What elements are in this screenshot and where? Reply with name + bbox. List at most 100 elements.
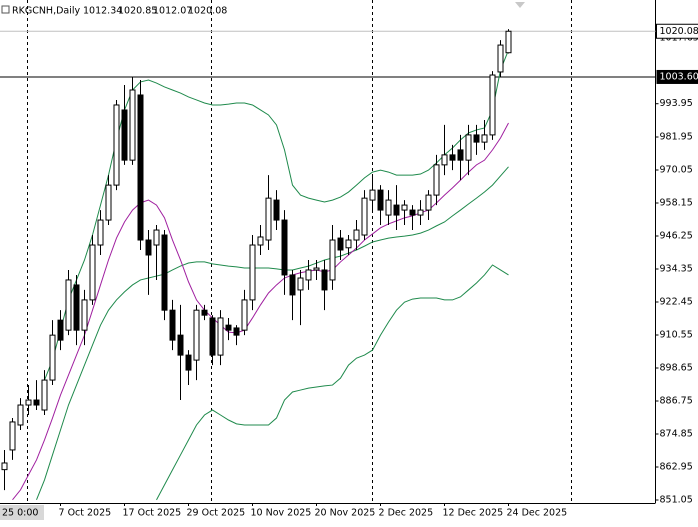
x-tick-label: 20 Nov 2025 [315,508,376,519]
candle-body [233,327,240,336]
candle-body [185,354,192,371]
candle-body [481,134,488,143]
candle-body [361,197,368,236]
candle-body [193,309,200,361]
candle-body [505,30,512,54]
candle-body [433,164,440,196]
level-label: 1003.60 [660,71,698,82]
y-tick-label: 970.05 [660,164,693,175]
candle-body [489,74,496,136]
candle-body [313,267,320,271]
y-tick-label: 851.05 [660,495,693,506]
candle-body [265,197,272,241]
indicator-line [156,264,509,501]
candle-body [473,134,480,143]
title-icon [1,5,10,14]
candle-body [145,239,152,256]
candle-body [209,317,216,356]
candle-body [33,399,40,406]
candle-body [129,89,136,161]
candle-body [81,299,88,331]
candle-body [105,184,112,221]
candle-body [425,194,432,211]
candle-body [41,379,48,411]
candle-body [337,237,344,251]
candle-body [305,269,312,281]
candle-body [417,209,424,216]
candle-body [49,334,56,381]
candle-body [385,199,392,216]
candle-body [393,204,400,216]
y-tick-label: 862.95 [660,462,693,473]
x-tick-label: 29 Oct 2025 [187,508,246,519]
title-low: 1012.07 [153,6,192,17]
x-tick-label: 7 Oct 2025 [59,508,112,519]
candle-body [457,149,464,161]
candle-body [321,269,328,291]
y-tick-label: 946.25 [660,230,693,241]
candle-body [225,324,232,331]
candle-body [281,219,288,276]
candle-body [449,154,456,161]
title-close: 1020.08 [188,6,227,17]
candle-body [73,284,80,331]
x-tick-label: 10 Nov 2025 [251,508,312,519]
candle-body [97,219,104,246]
candle-body [377,189,384,211]
candle-body [257,236,264,246]
indicator-line [36,166,509,501]
candle-body [65,279,72,331]
y-tick-label: 898.65 [660,363,693,374]
candle-body [249,244,256,301]
candle-body [241,299,248,331]
x-tick-label: 24 Dec 2025 [507,508,568,519]
candle-body [1,462,8,471]
y-tick-label: 934.35 [660,263,693,274]
candle-body [345,239,352,249]
candle-body [161,234,168,311]
candle-body [369,189,376,201]
candle-body [137,94,144,241]
candle-body [169,309,176,341]
y-tick-label: 981.95 [660,131,693,142]
y-tick-label: 886.75 [660,396,693,407]
candle-body [25,399,32,406]
y-tick-label: 993.95 [660,98,693,109]
candle-body [353,229,360,241]
candle-body [153,229,160,246]
level-box [656,69,698,84]
last-price-box [656,23,698,39]
title-open: 1012.34 [83,6,122,17]
indicator-line [12,122,509,501]
candle-body [121,109,128,161]
candle-body [177,334,184,356]
candle-body [17,404,24,426]
x-tick-label: 12 Dec 2025 [443,508,504,519]
candle-body [401,204,408,211]
y-tick-label: 958.15 [660,197,693,208]
shift-marker [515,2,525,8]
candle-body [89,244,96,301]
candle-body [329,239,336,281]
candle-body [273,199,280,221]
candle-body [9,421,16,451]
chart-title: RKGCNH,Daily [12,6,81,17]
candle-body [465,134,472,161]
y-tick-label: 874.85 [660,429,693,440]
candle-body [409,209,416,216]
candle-body [289,274,296,296]
time-cursor-label: 25 0:00 [2,508,38,519]
candle-body [201,309,208,316]
candle-body [57,319,64,341]
time-cursor-box [0,505,44,520]
candle-body [497,44,504,73]
y-tick-label: 922.45 [660,296,693,307]
candle-body [217,317,224,356]
candle-body [113,104,120,186]
candle-body [297,277,304,291]
last-price-label: 1020.08 [660,26,698,37]
candles [1,29,512,491]
candle-body [441,154,448,166]
